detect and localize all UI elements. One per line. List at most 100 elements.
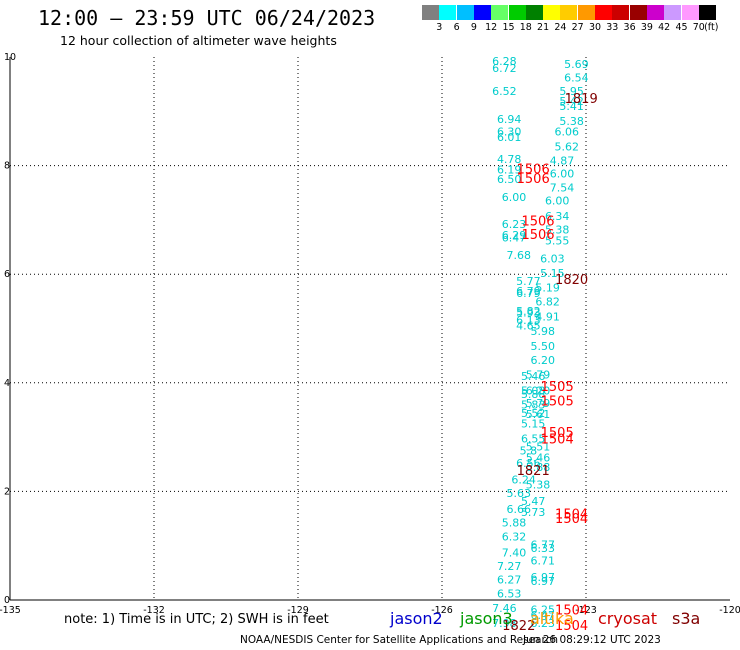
swh-data-label: 4.91 bbox=[535, 310, 560, 323]
pass-time-label: 1820 bbox=[555, 273, 588, 288]
swh-data-label: 5.08 bbox=[521, 385, 546, 398]
color-swatch bbox=[491, 5, 509, 20]
swh-data-label: 6.03 bbox=[540, 252, 565, 265]
credit-organization: NOAA/NESDIS Center for Satellite Applica… bbox=[240, 634, 558, 646]
swh-data-label: 6.19 bbox=[497, 164, 522, 177]
color-scale-label: 70 bbox=[692, 22, 705, 33]
swh-data-label: 6.53 bbox=[497, 587, 522, 600]
pass-time-label: 1504 bbox=[555, 512, 588, 527]
swh-data-label: 5.79 bbox=[526, 368, 551, 381]
swh-data-label: 5.50 bbox=[531, 340, 556, 353]
color-scale-label: 33 bbox=[606, 22, 619, 33]
swh-data-label: 5.15 bbox=[540, 267, 565, 280]
swh-data-label: 6.56 bbox=[516, 457, 541, 470]
swh-data-label: 5.83 bbox=[521, 398, 546, 411]
y-tick-label: 2 bbox=[4, 486, 10, 497]
swh-data-label: 5.88 bbox=[521, 388, 546, 401]
x-tick-label: -120 bbox=[719, 605, 740, 616]
legend-cryosat: cryosat bbox=[598, 609, 658, 628]
swh-data-label: 5.55 bbox=[545, 234, 570, 247]
swh-data-label: 5.73 bbox=[521, 506, 546, 519]
swh-data-label: 7.68 bbox=[507, 249, 532, 262]
swh-data-label: 5.63 bbox=[507, 487, 532, 500]
y-tick-label: 8 bbox=[4, 161, 10, 172]
color-scale-label: 36 bbox=[623, 22, 636, 33]
page-subtitle: 12 hour collection of altimeter wave hei… bbox=[60, 33, 337, 48]
pass-time-label: 1819 bbox=[565, 92, 598, 107]
page-title: 12:00 – 23:59 UTC 06/24/2023 bbox=[38, 6, 376, 30]
swh-data-label: 6.94 bbox=[497, 113, 522, 126]
color-scale-label: 39 bbox=[640, 22, 653, 33]
swh-data-label: 6.23 bbox=[531, 617, 556, 630]
swh-data-label: 6.79 bbox=[516, 285, 541, 298]
color-scale-label: 45 bbox=[675, 22, 688, 33]
swh-data-label: 6.00 bbox=[502, 191, 527, 204]
color-swatch bbox=[525, 5, 543, 20]
swh-data-label: 6.28 bbox=[492, 55, 517, 68]
credit-timestamp: Jun 26 08:29:12 UTC 2023 bbox=[523, 634, 661, 646]
pass-time-label: 1506 bbox=[521, 214, 554, 229]
swh-data-label: 5.61 bbox=[526, 408, 551, 421]
y-tick-label: 6 bbox=[4, 269, 10, 280]
swh-data-label: 5.15 bbox=[521, 417, 546, 430]
y-tick-label: 4 bbox=[4, 378, 10, 389]
footer-note: note: 1) Time is in UTC; 2) SWH is in fe… bbox=[64, 612, 329, 627]
color-swatch bbox=[664, 5, 682, 20]
x-tick-label: -126 bbox=[431, 605, 453, 616]
swh-data-label: 4.87 bbox=[550, 155, 575, 168]
swh-data-label: 5.38 bbox=[559, 115, 584, 128]
color-swatch bbox=[577, 5, 595, 20]
swh-data-label: 5.46 bbox=[526, 452, 551, 465]
y-tick-label: 10 bbox=[4, 52, 16, 63]
swh-data-label: 4.65 bbox=[516, 320, 541, 333]
swh-data-label: 5.51 bbox=[526, 441, 551, 454]
swh-data-label: 6.50 bbox=[497, 173, 522, 186]
swh-data-label: 6.79 bbox=[516, 287, 541, 300]
swh-data-label: 5.95 bbox=[559, 85, 584, 98]
swh-data-label: 6.66 bbox=[507, 503, 532, 516]
swh-data-label: 6.00 bbox=[545, 195, 570, 208]
swh-data-label: 6.55 bbox=[521, 433, 546, 446]
color-scale-label: 12 bbox=[485, 22, 498, 33]
pass-time-label: 1505 bbox=[541, 395, 574, 410]
swh-data-label: 5.88 bbox=[502, 517, 527, 530]
color-scale-label: 24 bbox=[554, 22, 567, 33]
color-swatch bbox=[422, 5, 439, 20]
swh-data-label: 6.27 bbox=[497, 574, 522, 587]
swh-data-label: 7.40 bbox=[502, 547, 527, 560]
x-tick-label: -123 bbox=[575, 605, 597, 616]
swh-data-label: 7.46 bbox=[492, 602, 517, 615]
swh-data-label: 5.38 bbox=[545, 223, 570, 236]
swh-data-label: 5.52 bbox=[521, 407, 546, 420]
color-scale-label: 30 bbox=[588, 22, 602, 33]
swh-data-label: 6.72 bbox=[492, 62, 517, 75]
color-swatch bbox=[646, 5, 664, 20]
swh-data-label: 5.77 bbox=[516, 275, 541, 288]
y-tick-label: 0 bbox=[4, 595, 10, 606]
color-swatch bbox=[439, 5, 457, 20]
swh-data-label: 6.47 bbox=[502, 232, 527, 245]
swh-data-label: 6.32 bbox=[502, 530, 527, 543]
swh-data-label: 5.41 bbox=[559, 100, 584, 113]
swh-data-label: 6.24 bbox=[511, 473, 536, 486]
color-scale-label: 27 bbox=[571, 22, 584, 33]
color-scale-label: 18 bbox=[519, 22, 532, 33]
swh-data-label: 5.47 bbox=[521, 495, 546, 508]
swh-data-label: 6.01 bbox=[497, 131, 522, 144]
swh-data-label: 6.25 bbox=[531, 604, 556, 617]
swh-data-label: 6.20 bbox=[526, 385, 551, 398]
swh-data-label: 6.23 bbox=[502, 218, 527, 231]
color-scale-label: 9 bbox=[470, 22, 477, 33]
swh-data-label: 7.54 bbox=[550, 182, 575, 195]
color-swatch bbox=[698, 5, 716, 20]
color-swatch bbox=[629, 5, 647, 20]
swh-data-label: 5.42 bbox=[559, 95, 584, 108]
swh-data-label: 6.97 bbox=[531, 571, 556, 584]
color-swatch bbox=[595, 5, 612, 20]
swh-data-label: 5.79 bbox=[526, 397, 551, 410]
swh-data-label: 5.93 bbox=[516, 307, 541, 320]
swh-data-label: 5.46 bbox=[521, 370, 546, 383]
color-scale-unit: (ft) bbox=[704, 22, 719, 33]
swh-data-label: 7.27 bbox=[497, 560, 522, 573]
